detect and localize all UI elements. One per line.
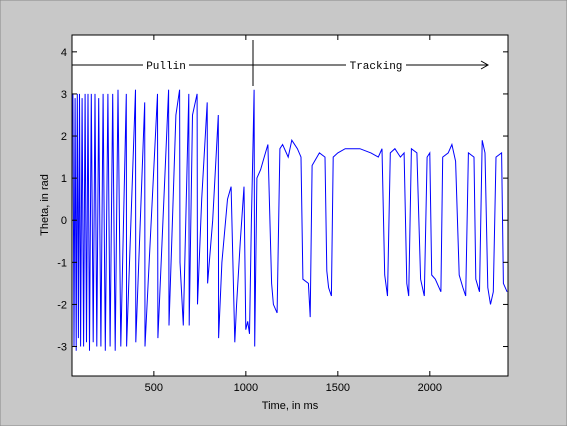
y-tick-label: -3 bbox=[57, 342, 67, 354]
axes-box bbox=[71, 34, 509, 377]
y-tick-label: 1 bbox=[61, 173, 67, 185]
x-tick-label: 500 bbox=[145, 382, 163, 394]
x-tick-label: 2000 bbox=[418, 382, 442, 394]
annotation: Pullin bbox=[146, 61, 186, 73]
plot-area bbox=[72, 89, 508, 351]
y-tick-label: 0 bbox=[61, 215, 67, 227]
y-axis-label: Theta, in rad bbox=[39, 174, 51, 236]
annotation: Tracking bbox=[350, 61, 403, 73]
arrow-head bbox=[480, 60, 490, 70]
label-background bbox=[346, 58, 406, 72]
x-axis-label: Time, in ms bbox=[262, 400, 319, 412]
y-tick-label: 4 bbox=[61, 47, 67, 59]
x-tick-label: 1000 bbox=[234, 382, 258, 394]
signal-line bbox=[72, 89, 508, 351]
x-tick-label: 1500 bbox=[326, 382, 350, 394]
y-tick-label: 2 bbox=[61, 131, 67, 143]
y-tick-label: -2 bbox=[57, 299, 67, 311]
label-background bbox=[143, 58, 189, 72]
y-tick-label: 3 bbox=[61, 89, 67, 101]
y-tick-label: -1 bbox=[57, 257, 67, 269]
